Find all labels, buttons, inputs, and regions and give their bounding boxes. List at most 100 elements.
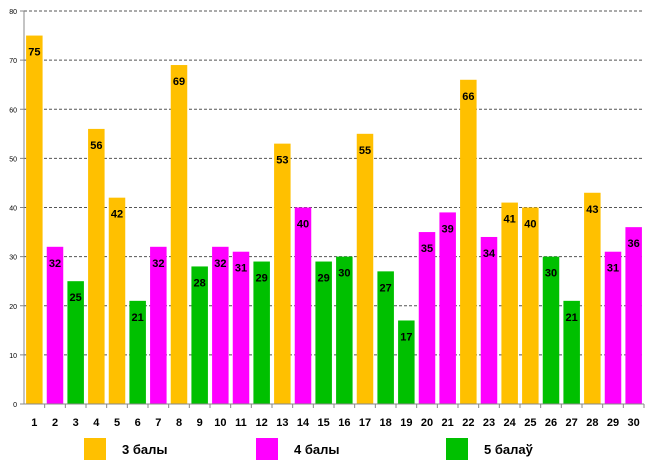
x-tick-label-24: 24 [504,417,517,429]
data-label-28: 43 [586,204,598,216]
y-axis-tick-labels: 0 10 20 30 40 50 60 70 80 [9,9,17,409]
y-tick-label-80: 80 [9,9,17,16]
data-label-13: 53 [276,155,288,167]
data-label-1: 75 [28,47,40,59]
gridlines [20,10,644,405]
y-tick-label-70: 70 [9,58,17,65]
x-tick-label-12: 12 [256,417,268,429]
x-tick-label-23: 23 [483,417,495,429]
x-tick-label-15: 15 [318,417,330,429]
legend-label-3-baly: 3 балы [122,441,168,457]
bar-1 [26,35,43,404]
data-label-21: 39 [442,223,454,235]
x-tick-label-20: 20 [421,417,433,429]
x-tick-label-22: 22 [462,417,474,429]
x-tick-label-29: 29 [607,417,619,429]
x-tick-label-19: 19 [400,417,412,429]
y-tick-label-40: 40 [9,206,17,213]
bar-9 [191,266,208,404]
y-tick-label-30: 30 [9,255,17,262]
x-tick-label-4: 4 [93,417,100,429]
data-label-25: 40 [524,219,536,231]
legend-label-4-baly: 4 балы [294,441,340,457]
bar-7 [150,246,167,404]
data-label-26: 30 [545,268,557,280]
bar-24 [501,202,518,404]
x-tick-label-9: 9 [197,417,203,429]
bar-17 [356,133,374,404]
data-label-18: 27 [380,282,392,294]
x-tick-label-18: 18 [380,417,392,429]
data-label-27: 21 [566,312,578,324]
x-tick-label-25: 25 [524,417,536,429]
legend-swatch-4-baly [256,438,278,460]
data-label-19: 17 [400,331,412,343]
data-label-8: 69 [173,76,185,88]
bar-21 [439,212,456,404]
x-tick-label-3: 3 [73,417,79,429]
bar-26 [542,256,560,404]
legend-item-3-baly: 3 балы [84,436,167,462]
x-axis-tick-labels: 1 2 3 4 5 6 7 8 9 10 11 12 13 14 15 16 17 18 19 20 21 22 23 24 2… [31,404,645,429]
bar-2 [46,246,64,404]
x-tick-label-8: 8 [176,417,182,429]
data-label-5: 42 [111,209,123,221]
bar-19 [398,320,415,404]
data-labels: 75 32 25 56 42 21 32 69 28 32 31 29 53 40 29 30 55 27 17 35… [28,47,640,344]
y-tick-label-0: 0 [13,402,17,409]
data-label-11: 31 [235,263,247,275]
legend-swatch-3-baly [84,438,106,460]
data-label-23: 34 [483,248,496,260]
bars [26,35,642,405]
bar-8 [170,65,188,404]
legend-item-5-balau: 5 балаў [446,436,533,462]
bar-15 [315,261,332,404]
data-label-6: 21 [132,312,144,324]
x-tick-label-26: 26 [545,417,557,429]
data-label-29: 31 [607,263,619,275]
x-tick-label-16: 16 [338,417,350,429]
x-tick-label-30: 30 [628,417,640,429]
bar-13 [274,143,291,404]
y-tick-label-20: 20 [9,304,17,311]
x-tick-label-13: 13 [276,417,288,429]
bar-14 [294,207,312,404]
bar-30 [625,227,642,404]
x-tick-label-14: 14 [297,417,310,429]
bar-4 [88,128,105,404]
x-tick-label-6: 6 [135,417,141,429]
x-tick-label-2: 2 [52,417,58,429]
data-label-2: 32 [49,258,61,270]
data-label-15: 29 [318,273,330,285]
bar-29 [604,251,622,404]
bar-28 [584,192,601,404]
bar-20 [418,232,436,404]
bar-16 [336,256,353,404]
x-tick-label-7: 7 [155,417,161,429]
bar-23 [480,236,498,404]
bar-5 [108,197,126,404]
data-label-10: 32 [214,258,226,270]
x-tick-label-5: 5 [114,417,120,429]
bar-3 [67,281,84,404]
data-label-30: 36 [628,238,640,250]
x-tick-label-21: 21 [442,417,454,429]
data-label-16: 30 [338,268,350,280]
legend-swatch-5-balau [446,438,468,460]
x-tick-label-27: 27 [566,417,578,429]
data-label-9: 28 [194,277,206,289]
bar-10 [212,246,229,404]
y-tick-label-60: 60 [9,107,17,114]
bar-27 [563,300,580,404]
bar-22 [460,79,477,405]
data-label-7: 32 [152,258,164,270]
legend-item-4-baly: 4 балы [256,436,339,462]
data-label-12: 29 [256,273,268,285]
data-label-22: 66 [462,91,474,103]
x-tick-label-1: 1 [31,417,37,429]
data-label-14: 40 [297,219,309,231]
y-tick-label-10: 10 [9,353,17,360]
legend-label-5-balau: 5 балаў [484,441,533,457]
bar-12 [253,261,270,404]
